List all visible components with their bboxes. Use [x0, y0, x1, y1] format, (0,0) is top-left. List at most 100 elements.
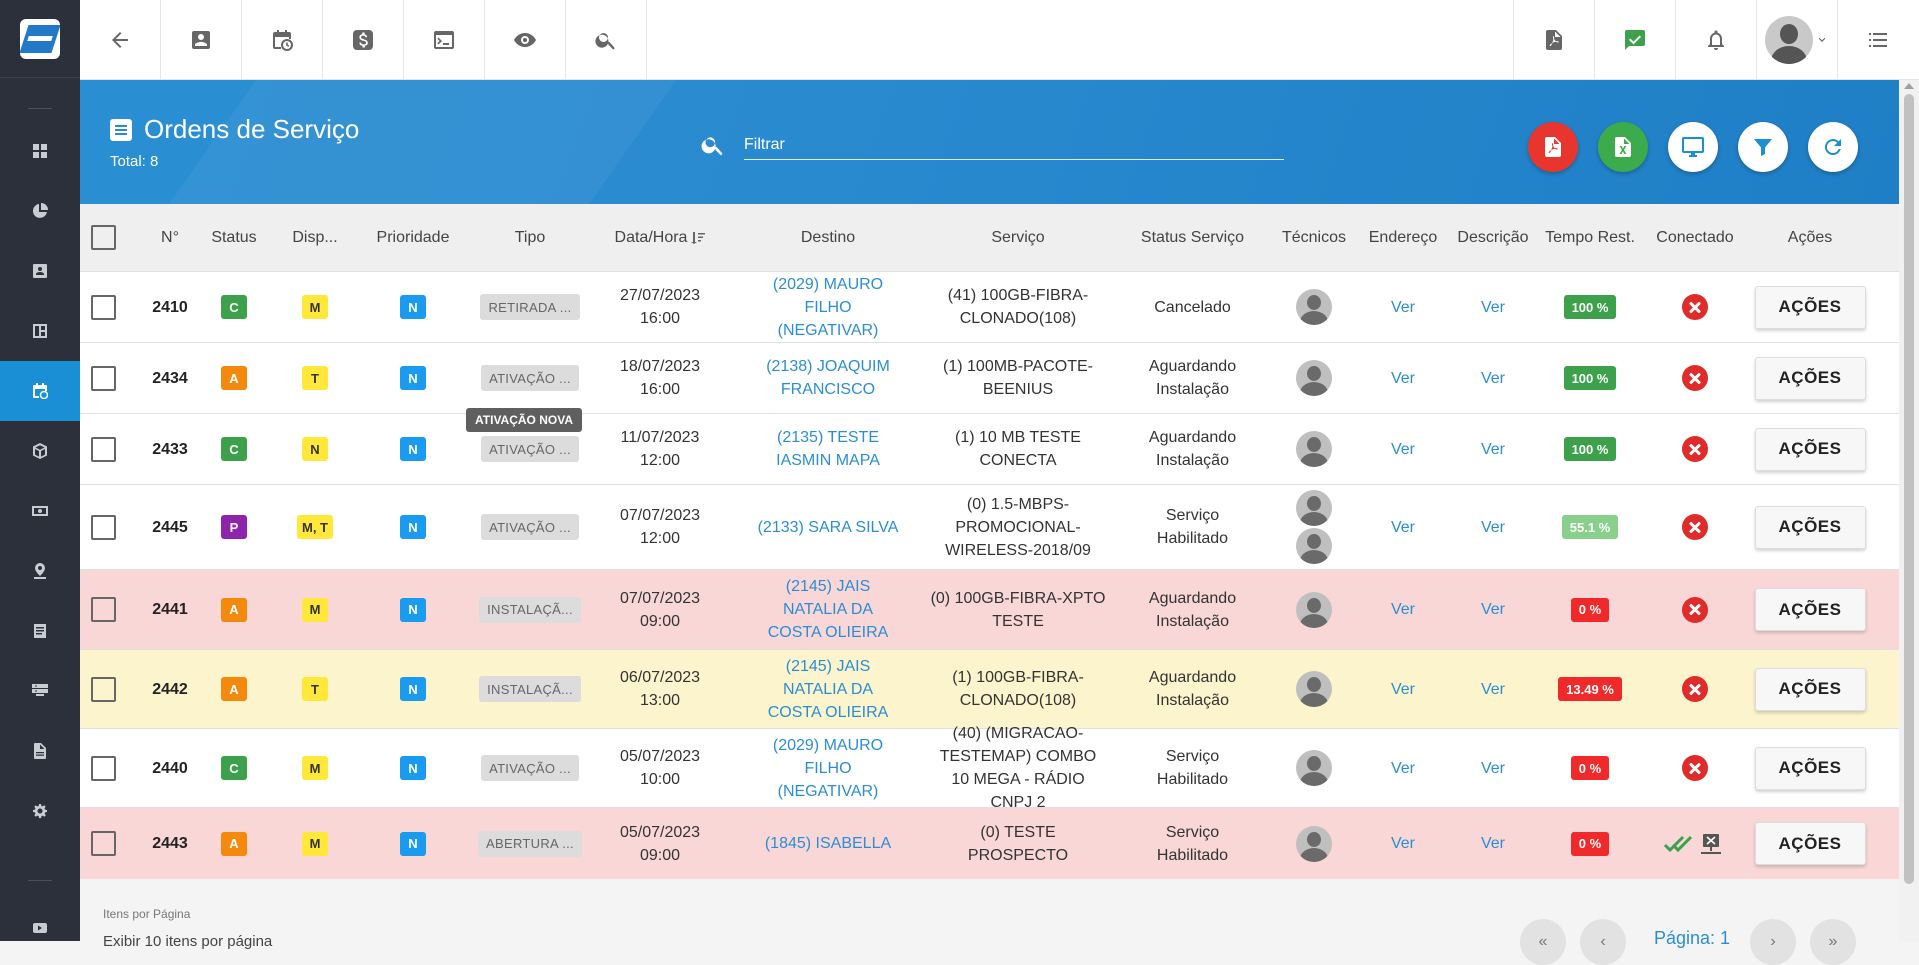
row-checkbox[interactable]: [90, 514, 116, 540]
schedule-button[interactable]: [242, 0, 323, 79]
sidebar-item-finance[interactable]: [0, 481, 80, 541]
tipo-chip[interactable]: INSTALAÇÃ...: [479, 596, 581, 623]
destino-link[interactable]: (2145) JAIS NATALIA DA COSTA OLIEIRA: [767, 657, 889, 721]
column-header-descricao[interactable]: Descrição: [1457, 229, 1529, 246]
back-button[interactable]: [80, 0, 161, 79]
table-row[interactable]: 2433 C N N ATIVAÇÃO ... 11/07/2023 12:00 (2135)…: [80, 414, 1899, 485]
endereco-link[interactable]: Ver: [1390, 759, 1415, 777]
next-page-button[interactable]: ›: [1750, 919, 1796, 965]
excel-export-button[interactable]: [1598, 122, 1648, 172]
technician-avatar[interactable]: [1296, 289, 1332, 325]
endereco-link[interactable]: Ver: [1390, 298, 1415, 316]
sidebar-item-board[interactable]: [0, 301, 80, 361]
tipo-chip[interactable]: ATIVAÇÃO ...: [481, 436, 579, 462]
table-row[interactable]: 2443 A M N ABERTURA ... 05/07/2023 09:00 (1845)…: [80, 808, 1899, 880]
acoes-button[interactable]: AÇÕES: [1754, 356, 1866, 400]
user-menu[interactable]: [1756, 0, 1837, 79]
sidebar-item-documents[interactable]: [0, 601, 80, 661]
table-row[interactable]: 2440 C M N ATIVAÇÃO ... 05/07/2023 10:00 (2029)…: [80, 725, 1899, 811]
descricao-link[interactable]: Ver: [1480, 518, 1505, 536]
technician-avatar[interactable]: [1296, 528, 1332, 564]
table-row[interactable]: 2434 A T N ATIVAÇÃO ... 18/07/2023 16:00 (2138)…: [80, 343, 1899, 414]
destino-link[interactable]: (2135) TESTE IASMIN MAPA: [776, 429, 880, 469]
technician-avatar[interactable]: [1296, 360, 1332, 396]
row-checkbox[interactable]: [90, 755, 116, 781]
order-number[interactable]: 2442: [152, 680, 188, 698]
destino-link[interactable]: (1845) ISABELLA: [764, 835, 892, 852]
order-number[interactable]: 2441: [152, 601, 188, 618]
acoes-button[interactable]: AÇÕES: [1754, 746, 1866, 790]
technician-avatar[interactable]: [1296, 431, 1332, 467]
technician-avatar[interactable]: [1296, 750, 1332, 786]
search-button[interactable]: [566, 0, 647, 79]
column-header-destino[interactable]: Destino: [800, 229, 856, 246]
sidebar-item-network[interactable]: [0, 661, 80, 721]
endereco-link[interactable]: Ver: [1390, 680, 1415, 698]
acoes-button[interactable]: AÇÕES: [1754, 822, 1866, 865]
descricao-link[interactable]: Ver: [1480, 440, 1505, 458]
scroll-thumb[interactable]: [1904, 94, 1914, 884]
descricao-link[interactable]: Ver: [1480, 298, 1505, 316]
destino-link[interactable]: (2029) MAURO FILHO (NEGATIVAR): [772, 736, 884, 800]
row-checkbox[interactable]: [90, 436, 116, 462]
main-menu-button[interactable]: [1837, 0, 1918, 79]
acoes-button[interactable]: AÇÕES: [1754, 505, 1866, 549]
column-header-status-servico[interactable]: Status Serviço: [1140, 229, 1245, 246]
table-row[interactable]: 2442 A T N INSTALAÇÃ... 06/07/2023 13:00 (2145)…: [80, 650, 1899, 729]
acoes-button[interactable]: AÇÕES: [1754, 427, 1866, 471]
vertical-scrollbar[interactable]: [1899, 80, 1919, 941]
acoes-button[interactable]: AÇÕES: [1754, 667, 1866, 711]
sidebar-item-dashboard[interactable]: [0, 121, 80, 181]
sidebar-item-locations[interactable]: [0, 541, 80, 601]
table-row[interactable]: 2410 C M N RETIRADA ... 27/07/2023 16:00 (2029)…: [80, 272, 1899, 343]
logo-box[interactable]: [0, 0, 80, 78]
endereco-link[interactable]: Ver: [1390, 440, 1415, 458]
destino-link[interactable]: (2029) MAURO FILHO (NEGATIVAR): [772, 275, 884, 339]
pdf-export-button[interactable]: [1528, 122, 1578, 172]
endereco-link[interactable]: Ver: [1390, 601, 1415, 618]
prev-page-button[interactable]: ‹: [1580, 919, 1626, 965]
column-header-status[interactable]: Status: [211, 229, 257, 246]
endereco-link[interactable]: Ver: [1390, 369, 1415, 387]
descricao-link[interactable]: Ver: [1480, 680, 1505, 698]
column-header-disp[interactable]: Disp...: [292, 229, 338, 246]
column-header-tecnicos[interactable]: Técnicos: [1281, 229, 1347, 246]
tipo-chip[interactable]: ATIVAÇÃO ...: [481, 514, 579, 540]
order-number[interactable]: 2433: [152, 440, 188, 458]
finance-button[interactable]: [323, 0, 404, 79]
table-row[interactable]: 2445 P M, T N ATIVAÇÃO ... 07/07/2023 12:00 (21…: [80, 485, 1899, 570]
tipo-chip[interactable]: RETIRADA ...: [480, 294, 580, 320]
order-number[interactable]: 2445: [152, 518, 188, 536]
destino-link[interactable]: (2145) JAIS NATALIA DA COSTA OLIEIRA: [767, 578, 889, 641]
refresh-button[interactable]: [1808, 122, 1858, 172]
technician-avatar[interactable]: [1296, 591, 1332, 628]
row-checkbox[interactable]: [90, 365, 116, 391]
row-checkbox[interactable]: [90, 676, 116, 702]
tipo-chip[interactable]: INSTALAÇÃ...: [479, 676, 581, 702]
order-number[interactable]: 2443: [152, 835, 188, 852]
order-number[interactable]: 2410: [152, 298, 188, 316]
tipo-chip[interactable]: ABERTURA ...: [478, 830, 582, 857]
sidebar-item-contacts[interactable]: [0, 241, 80, 301]
row-checkbox[interactable]: [90, 597, 116, 622]
terminal-button[interactable]: [404, 0, 485, 79]
last-page-button[interactable]: »: [1810, 919, 1856, 965]
acoes-button[interactable]: AÇÕES: [1754, 285, 1866, 329]
tipo-chip[interactable]: ATIVAÇÃO ...: [481, 365, 579, 391]
sidebar-item-reports[interactable]: [0, 181, 80, 241]
technician-avatar[interactable]: [1296, 490, 1332, 526]
column-header-tempo-rest[interactable]: Tempo Rest.: [1545, 229, 1635, 246]
descricao-link[interactable]: Ver: [1480, 759, 1505, 777]
endereco-link[interactable]: Ver: [1390, 835, 1415, 852]
contacts-button[interactable]: [161, 0, 242, 79]
items-per-page-select[interactable]: Exibir 10 itens por página: [103, 933, 273, 950]
technician-avatar[interactable]: [1296, 671, 1332, 707]
descricao-link[interactable]: Ver: [1480, 835, 1505, 852]
messages-button[interactable]: [1594, 0, 1675, 79]
filter-input[interactable]: [744, 130, 1284, 160]
column-header-prioridade[interactable]: Prioridade: [376, 229, 450, 246]
destino-link[interactable]: (2133) SARA SILVA: [757, 518, 899, 536]
column-header-numero[interactable]: N°: [161, 229, 179, 246]
view-button[interactable]: [485, 0, 566, 79]
acoes-button[interactable]: AÇÕES: [1754, 588, 1866, 631]
